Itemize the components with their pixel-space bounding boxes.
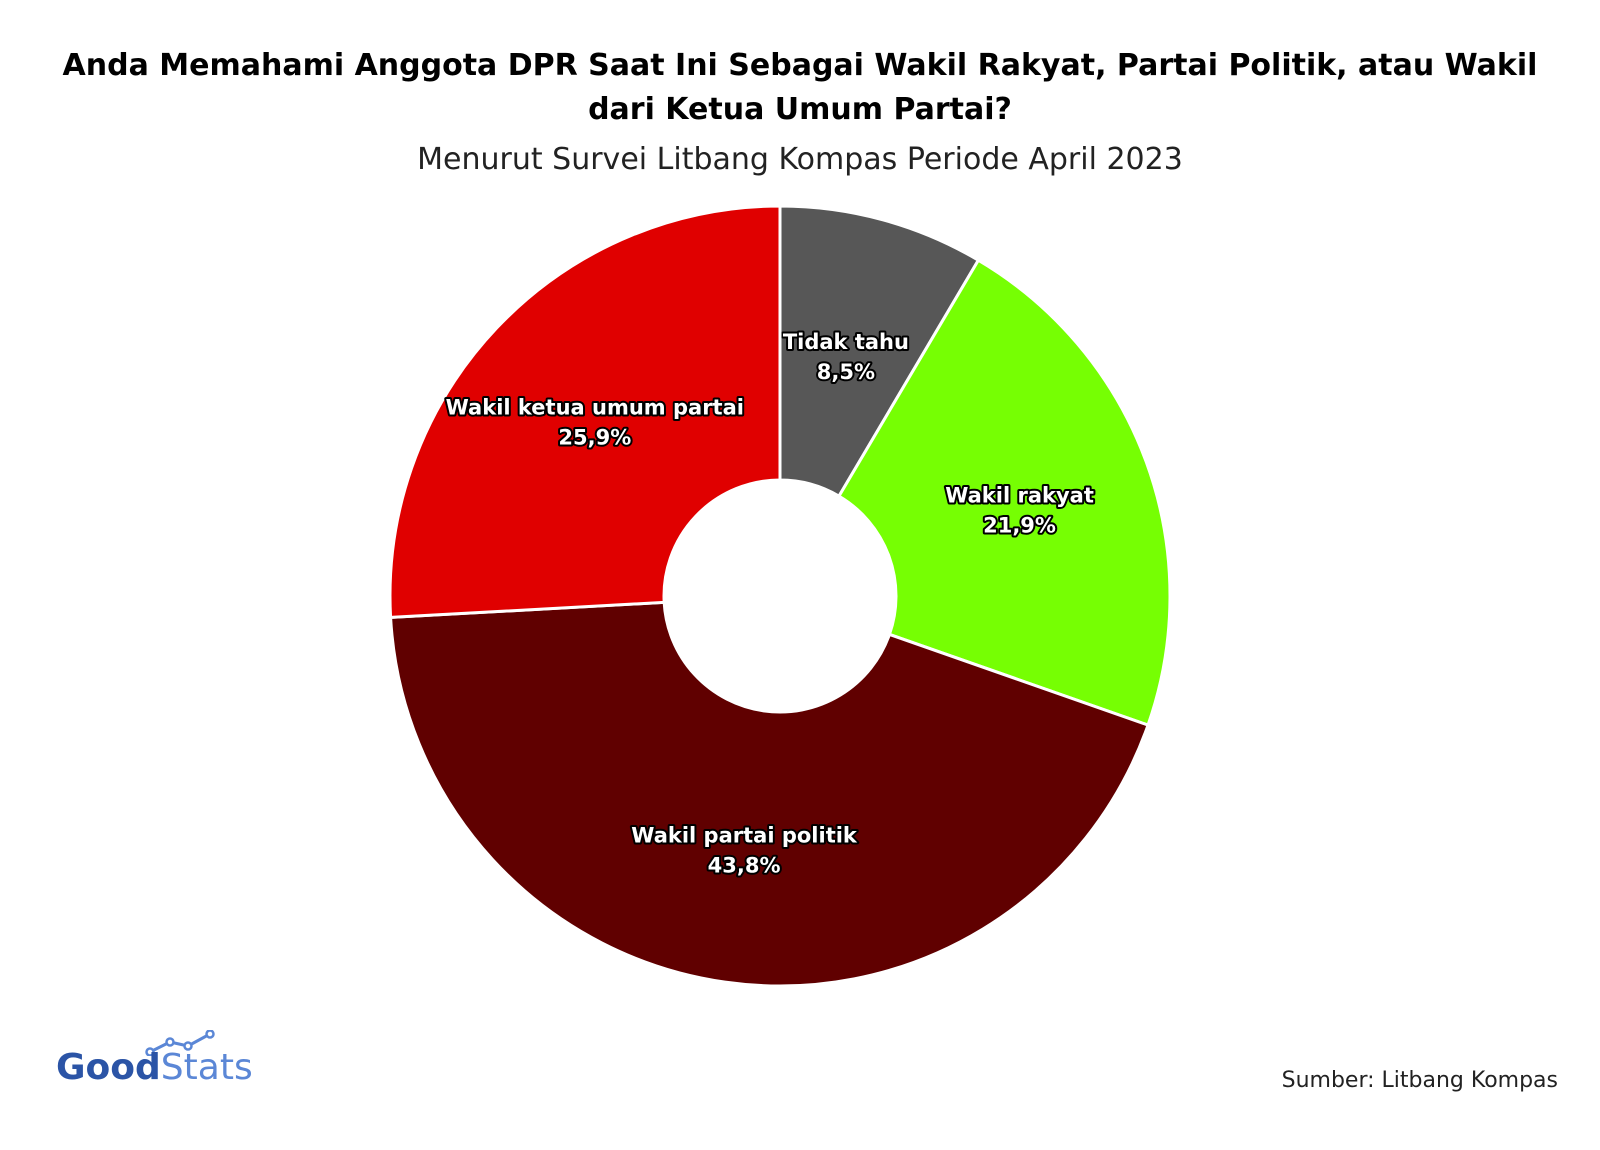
slice-label: Tidak tahu (783, 330, 909, 354)
chart-title-line-1: Anda Memahami Anggota DPR Saat Ini Sebag… (62, 48, 1538, 83)
chart-title-line-2: dari Ketua Umum Partai? (588, 92, 1012, 127)
slice-label: Wakil rakyat (945, 484, 1094, 508)
chart-subtitle: Menurut Survei Litbang Kompas Periode Ap… (417, 142, 1183, 177)
slice-value-label: 43,8% (708, 853, 781, 877)
slice-label-group: Wakil ketua umum partai 25,9% (444, 394, 746, 452)
slice-label: Wakil ketua umum partai (446, 396, 744, 420)
slice-value-label: 21,9% (983, 514, 1056, 538)
slice-label-group: Wakil rakyat 21,9% (943, 482, 1096, 540)
slice-label: Wakil partai politik (631, 823, 858, 847)
slice-wakil-partai-politik (389, 600, 1150, 988)
slice-label-group: Wakil partai politik 43,8% (629, 821, 860, 879)
slice-tidak-tahu (778, 204, 981, 499)
slice-value-label: 8,5% (817, 360, 875, 384)
source-note: Sumber: Litbang Kompas (1281, 1068, 1558, 1093)
logo-word-stats: Stats (160, 1047, 253, 1088)
slice-value-label: 25,9% (558, 426, 631, 450)
goodstats-logo: GoodStats (56, 1030, 286, 1090)
slice-wakil-rakyat (836, 258, 1172, 728)
slice-label-group: Tidak tahu 8,5% (781, 328, 911, 386)
slice-wakil-ketua-umum-partai (388, 204, 782, 619)
chart-title: Anda Memahami Anggota DPR Saat Ini Sebag… (0, 44, 1600, 132)
trend-line-icon (145, 1030, 215, 1056)
logo-wordmark: GoodStats (56, 1048, 253, 1088)
logo-word-good: Good (56, 1047, 161, 1088)
